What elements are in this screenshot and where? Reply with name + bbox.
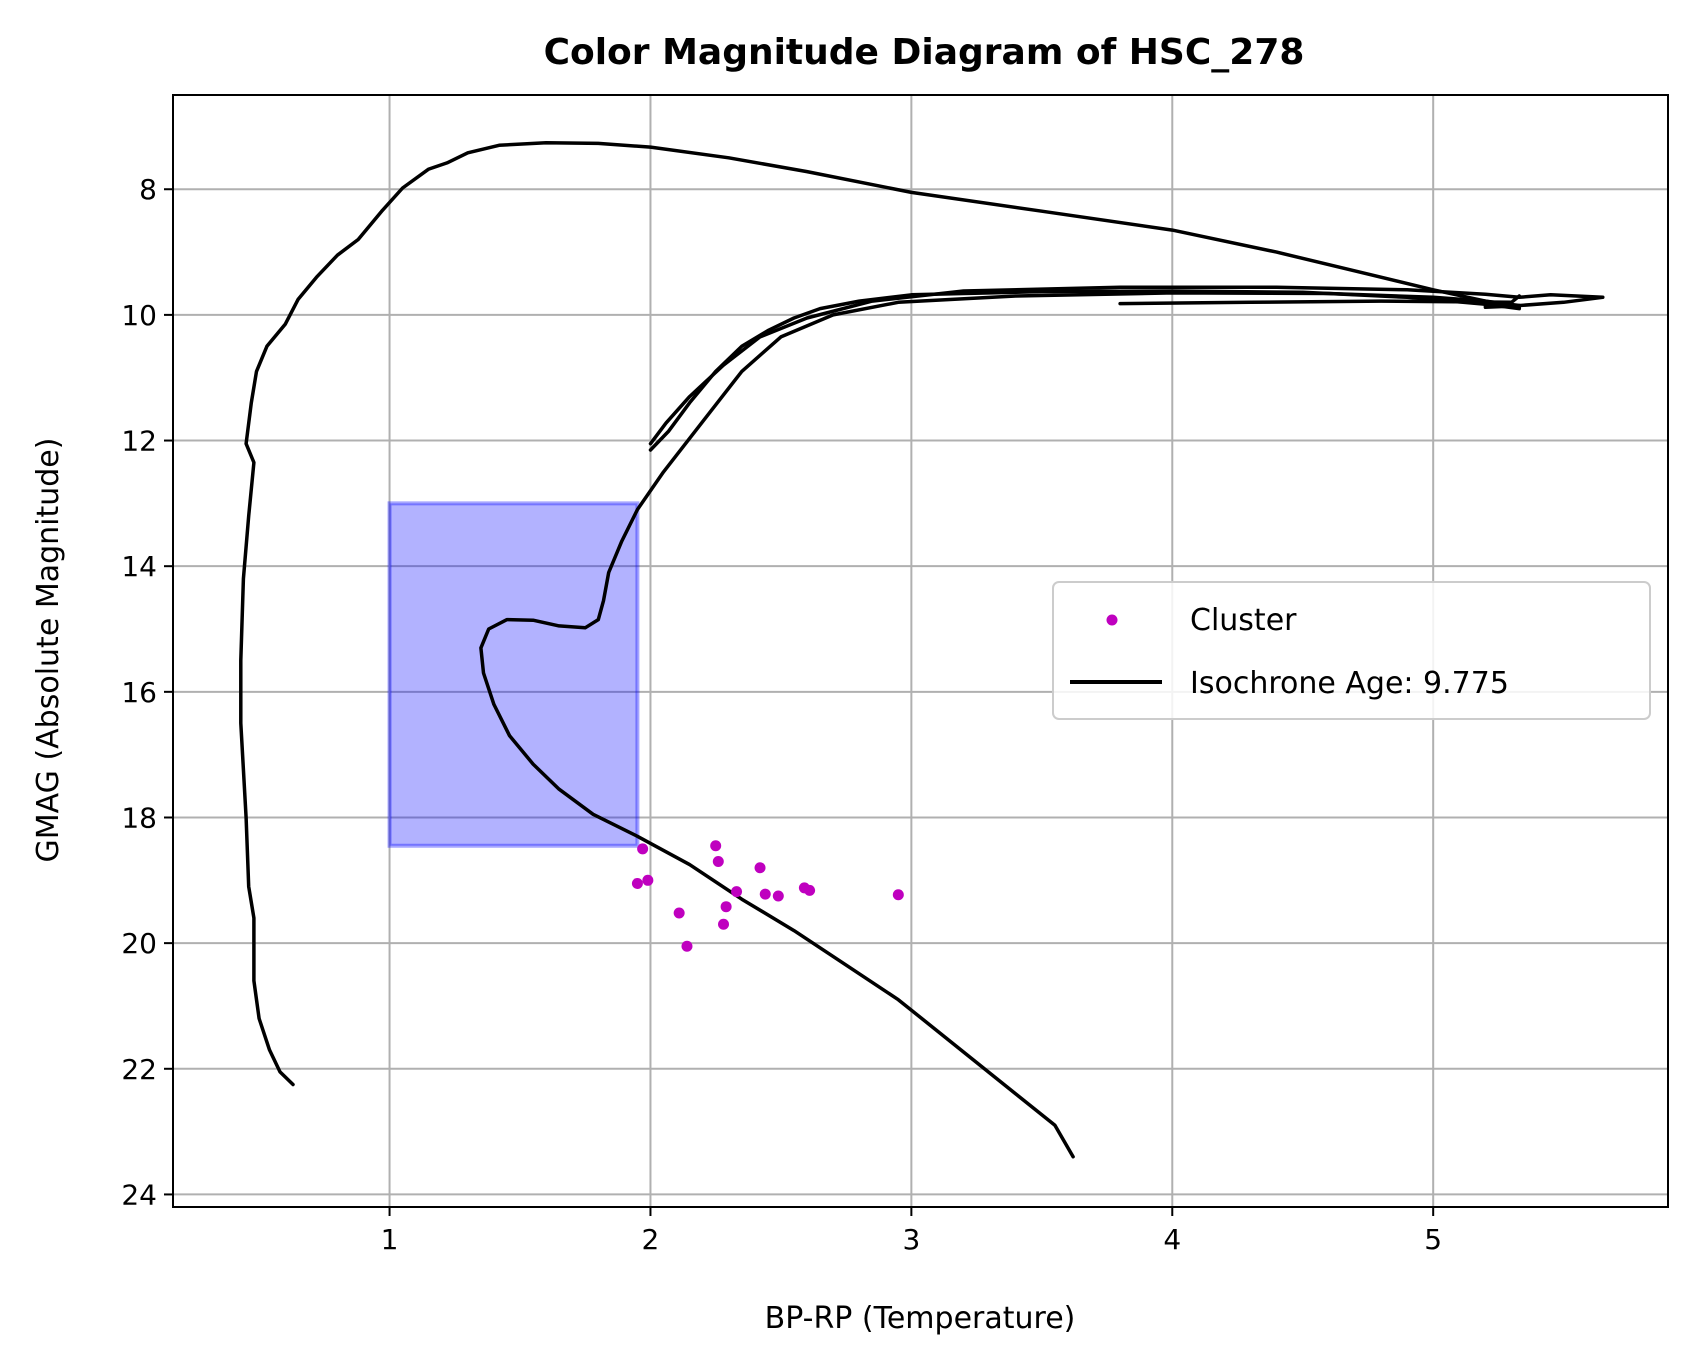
highlight-region (387, 501, 640, 848)
x-tick-label: 3 (902, 1223, 920, 1256)
y-tick-label: 8 (139, 173, 157, 206)
y-tick-label: 18 (121, 801, 157, 834)
y-tick-label: 24 (121, 1178, 157, 1211)
cluster-point (631, 877, 643, 889)
y-axis-label: GMAG (Absolute Magnitude) (31, 438, 66, 863)
y-tick-label: 14 (121, 550, 157, 583)
legend-cluster-marker (1106, 614, 1118, 626)
x-tick-label: 1 (381, 1223, 399, 1256)
isochrone-line (1118, 294, 1522, 306)
x-tick-label: 2 (642, 1223, 660, 1256)
cluster-point (710, 840, 722, 852)
legend-isochrone-label: Isochrone Age: 9.775 (1190, 666, 1509, 701)
legend: Cluster Isochrone Age: 9.775 (1052, 581, 1651, 720)
cluster-point (712, 855, 724, 867)
isochrone-line (239, 140, 1522, 1087)
cluster-point (759, 888, 771, 900)
cluster-point (772, 890, 784, 902)
cluster-point (731, 886, 743, 898)
y-tick-label: 16 (121, 676, 157, 709)
legend-cluster-label: Cluster (1190, 603, 1297, 638)
isochrone-series (239, 140, 1605, 1159)
y-tick-label: 10 (121, 299, 157, 332)
y-tick-label: 22 (121, 1053, 157, 1086)
plot-frame (172, 94, 1669, 1208)
x-tick-label: 4 (1163, 1223, 1181, 1256)
x-axis-label: BP-RP (Temperature) (765, 1301, 1076, 1336)
isochrone-line (648, 285, 1605, 446)
isochrone-line (479, 291, 1522, 1159)
cluster-point (673, 907, 685, 919)
legend-box (1052, 581, 1651, 720)
x-tick-label: 5 (1424, 1223, 1442, 1256)
cluster-point (642, 874, 654, 886)
cluster-point (754, 862, 766, 874)
cluster-point (720, 901, 732, 913)
chart-title: Color Magnitude Diagram of HSC_278 (544, 32, 1305, 73)
y-tick-label: 12 (121, 425, 157, 458)
cluster-point (892, 889, 904, 901)
highlight-rect (387, 501, 640, 848)
cluster-point (718, 918, 730, 930)
y-tick-label: 20 (121, 927, 157, 960)
cluster-point (681, 940, 693, 952)
cluster-point (804, 884, 816, 896)
cluster-series (631, 840, 904, 952)
cluster-point (637, 843, 649, 855)
